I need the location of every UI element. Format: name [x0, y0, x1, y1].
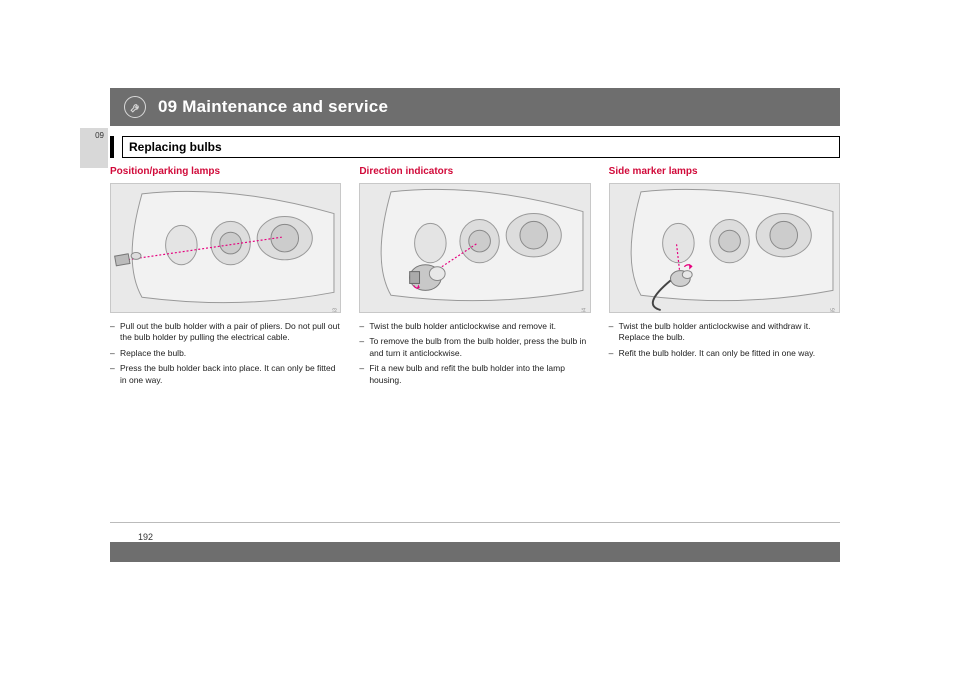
chapter-header: 09 Maintenance and service	[110, 88, 840, 126]
wrench-icon	[124, 96, 146, 118]
step-item: –Refit the bulb holder. It can only be f…	[609, 348, 840, 359]
column-position-lamps: Position/parking lamps G020763 –Pull out…	[110, 166, 341, 390]
column-side-marker: Side marker lamps	[609, 166, 840, 390]
steps-list: –Twist the bulb holder anticlockwise and…	[609, 321, 840, 359]
chapter-side-tab: 09	[80, 128, 108, 168]
page-number: 192	[110, 532, 153, 542]
column-heading: Direction indicators	[359, 166, 590, 177]
column-heading: Position/parking lamps	[110, 166, 341, 177]
step-item: –To remove the bulb from the bulb holder…	[359, 336, 590, 359]
section-title-row: Replacing bulbs	[110, 136, 840, 158]
step-item: –Twist the bulb holder anticlockwise and…	[609, 321, 840, 344]
figure-direction-indicators: G020764	[359, 183, 590, 313]
column-direction-indicators: Direction indicators	[359, 166, 590, 390]
side-tab-number: 09	[95, 131, 104, 140]
step-item: –Replace the bulb.	[110, 348, 341, 359]
step-item: –Twist the bulb holder anticlockwise and…	[359, 321, 590, 332]
figure-code: G020763	[332, 308, 338, 313]
step-item: –Fit a new bulb and refit the bulb holde…	[359, 363, 590, 386]
section-title: Replacing bulbs	[122, 136, 840, 158]
figure-side-marker: G020765	[609, 183, 840, 313]
figure-code: G020765	[831, 308, 837, 313]
steps-list: –Twist the bulb holder anticlockwise and…	[359, 321, 590, 386]
figure-position-lamps: G020763	[110, 183, 341, 313]
column-heading: Side marker lamps	[609, 166, 840, 177]
step-item: –Pull out the bulb holder with a pair of…	[110, 321, 341, 344]
chapter-title: 09 Maintenance and service	[158, 97, 388, 117]
figure-code: G020764	[582, 308, 588, 313]
manual-page: 09 09 Maintenance and service Replacing …	[110, 88, 840, 390]
footer-bar	[110, 542, 840, 562]
step-item: –Press the bulb holder back into place. …	[110, 363, 341, 386]
section-title-bar	[110, 136, 114, 158]
content-columns: Position/parking lamps G020763 –Pull out…	[110, 166, 840, 390]
steps-list: –Pull out the bulb holder with a pair of…	[110, 321, 341, 386]
